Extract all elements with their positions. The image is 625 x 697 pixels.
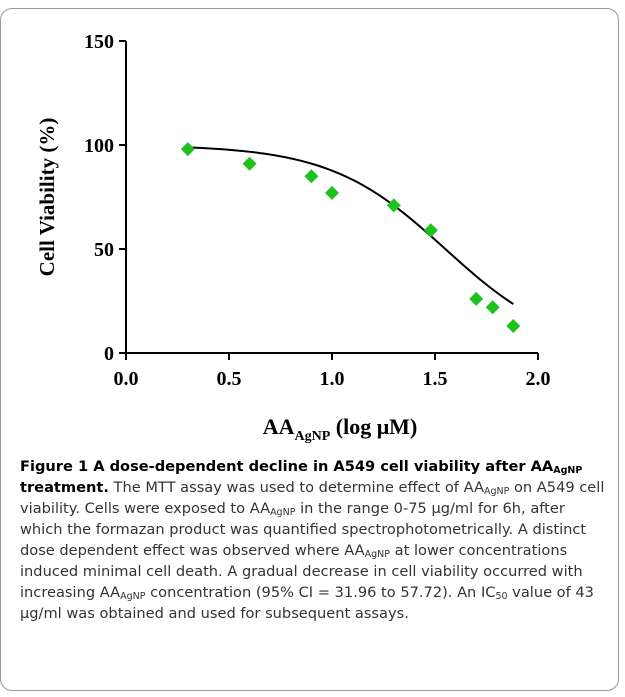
data-point-0 <box>180 142 195 157</box>
data-point-7 <box>485 300 500 315</box>
y-tick-label-0: 0 <box>104 343 114 365</box>
data-point-8 <box>506 318 521 333</box>
data-point-1 <box>242 156 257 171</box>
x-tick-label-3: 1.5 <box>423 368 448 390</box>
x-axis-label: AAAgNP (log μM) <box>263 414 418 444</box>
x-tick-label-2: 1.0 <box>320 368 345 390</box>
y-tick-label-50: 50 <box>94 239 114 261</box>
caption-title: Figure 1 A dose-dependent decline in A54… <box>20 458 583 496</box>
data-point-4 <box>386 198 401 213</box>
x-tick-label-1: 0.5 <box>217 368 242 390</box>
data-point-2 <box>304 169 319 184</box>
data-point-5 <box>423 223 438 238</box>
y-tick-label-100: 100 <box>84 135 114 157</box>
fit-curve <box>187 146 514 305</box>
caption-body: The MTT assay was used to determine effe… <box>20 479 605 622</box>
figure-label: Figure 1 <box>20 458 89 475</box>
dose-response-chart: 0 50 100 150 0.0 0.5 1.0 1.5 2.0 Cell Viability (… <box>35 31 551 444</box>
data-point-6 <box>469 291 484 306</box>
figure-caption: Figure 1 A dose-dependent decline in A54… <box>20 456 606 624</box>
x-tick-label-0: 0.0 <box>114 368 139 390</box>
y-tick-label-150: 150 <box>84 31 114 53</box>
data-point-3 <box>325 185 339 200</box>
y-axis-label: Cell Viability (%) <box>35 118 59 277</box>
figure-frame <box>0 8 619 691</box>
x-tick-label-4: 2.0 <box>526 368 551 390</box>
